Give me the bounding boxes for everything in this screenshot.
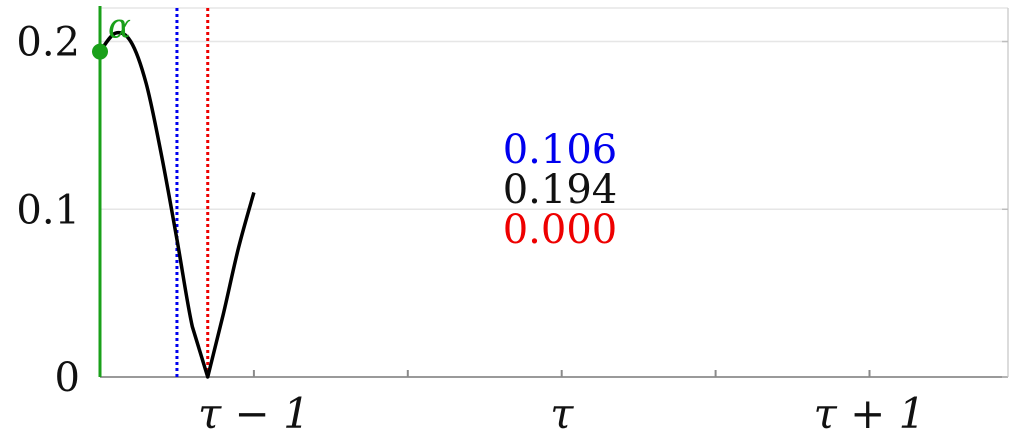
x-tick-label-1: τ (550, 389, 574, 437)
y-tick-label-0: 0 (55, 355, 80, 401)
annotation-1: 0.194 (503, 167, 618, 213)
x-tick-labels: τ − 1 τ τ + 1 (198, 389, 925, 437)
x-tick-label-2: τ + 1 (814, 389, 926, 437)
x-tick-label-0: τ − 1 (198, 389, 310, 437)
grid-lines (100, 7, 1008, 211)
y-tick-label-2: 0.2 (16, 20, 80, 66)
vertical-lines (98, 6, 210, 377)
alpha-point (92, 43, 108, 60)
axes (100, 8, 1009, 378)
alpha-marker: α (92, 7, 131, 60)
y-tick-label-1: 0.1 (16, 187, 80, 233)
series-line-0 (98, 30, 256, 379)
annotation-2: 0.000 (503, 207, 618, 253)
alpha-label: α (108, 7, 131, 47)
y-tick-labels: 0 0.1 0.2 (16, 20, 80, 401)
series-lines (98, 30, 256, 379)
annotation-0: 0.106 (503, 127, 618, 173)
